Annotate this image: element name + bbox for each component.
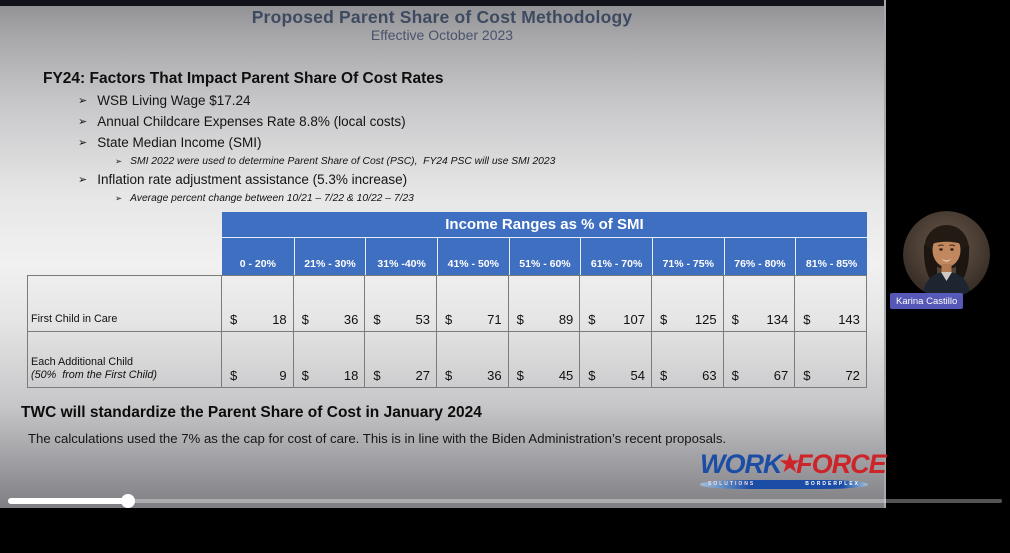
bullet-item: ➢ State Median Income (SMI) xyxy=(78,134,798,152)
seek-track[interactable] xyxy=(8,499,1002,503)
table-value-cell: $89 xyxy=(508,275,581,332)
bullet-arrow-icon: ➢ xyxy=(78,116,88,128)
cost-table: Income Ranges as % of SMI 0 - 20% 21% - 30… xyxy=(27,212,867,388)
presentation-slide: Proposed Parent Share of Cost Methodolog… xyxy=(0,0,887,508)
table-column-header: 51% - 60% xyxy=(508,237,581,275)
bullet-list: ➢ WSB Living Wage $17.24 ➢ Annual Childcare… xyxy=(78,92,798,208)
table-value-cell: $45 xyxy=(508,332,581,388)
bullet-text: SMI 2022 were used to determine Parent S… xyxy=(130,156,556,167)
table-value-cell: $71 xyxy=(436,275,509,332)
workforce-logo: WORK★FORCE SOLUTIONS BORDERPLEX xyxy=(700,449,887,489)
body-text: The calculations used the 7% as the cap … xyxy=(28,431,727,446)
table-column-header: 71% - 75% xyxy=(651,237,724,275)
speaker-name-label: Karina Castillo xyxy=(890,293,964,309)
logo-swoosh: SOLUTIONS BORDERPLEX xyxy=(700,480,868,489)
bullet-text: Annual Childcare Expenses Rate 8.8% (loc… xyxy=(97,114,406,129)
slide-title: Proposed Parent Share of Cost Methodolog… xyxy=(251,7,633,27)
player-control-bar: Karina Castillo 10 10 xyxy=(0,508,1010,553)
table-value-cell: $9 xyxy=(222,332,294,388)
bullet-arrow-icon: ➢ xyxy=(78,174,88,186)
table-column-header: 21% - 30% xyxy=(293,237,366,275)
table-value-cell: $54 xyxy=(580,332,652,388)
table-column-header: 31% -40% xyxy=(365,237,437,275)
bullet-arrow-icon: ➢ xyxy=(78,95,88,107)
table-column-header: 81% - 85% xyxy=(795,237,867,275)
bullet-arrow-icon: ➢ xyxy=(78,137,88,149)
table-row-label: First Child in Care xyxy=(27,275,222,332)
bullet-text: WSB Living Wage $17.24 xyxy=(97,93,251,108)
table-column-header: 41% - 50% xyxy=(436,237,509,275)
sub-bullet-item: ➢ SMI 2022 were used to determine Parent … xyxy=(115,155,798,168)
table-column-header: 76% - 80% xyxy=(723,237,796,275)
table-value-cell: $125 xyxy=(651,275,724,332)
seek-fill xyxy=(8,498,129,504)
logo-tagline-region: BORDERPLEX xyxy=(805,481,860,487)
table-value-cell: $107 xyxy=(580,275,652,332)
bullet-text: State Median Income (SMI) xyxy=(97,135,262,150)
speaker-avatar-image xyxy=(903,211,990,298)
table-value-cell: $53 xyxy=(365,275,437,332)
bullet-item: ➢ Inflation rate adjustment assistance (5… xyxy=(78,171,798,189)
workforce-logo-wordmark: WORK★FORCE xyxy=(700,449,887,479)
table-value-cell: $36 xyxy=(436,332,509,388)
seek-handle[interactable] xyxy=(121,494,136,508)
table-value-cell: $36 xyxy=(293,275,366,332)
table-column-header: 61% - 70% xyxy=(580,237,652,275)
slide-subtitle: Effective October 2023 xyxy=(370,27,514,43)
bullet-arrow-icon: ➢ xyxy=(115,156,123,166)
table-row-label: Each Additional Child (50% from the First… xyxy=(27,332,222,388)
table-value-cell: $67 xyxy=(723,332,796,388)
bullet-item: ➢ Annual Childcare Expenses Rate 8.8% (lo… xyxy=(78,113,798,131)
sub-bullet-item: ➢ Average percent change between 10/21 – … xyxy=(115,192,798,205)
table-value-cell: $72 xyxy=(795,332,867,388)
table-title-cell: Income Ranges as % of SMI xyxy=(222,212,867,237)
announcement-text: TWC will standardize the Parent Share of… xyxy=(21,404,482,421)
table-value-cell: $18 xyxy=(293,332,366,388)
logo-work-text: WORK xyxy=(700,449,782,479)
logo-force-text: FORCE xyxy=(796,449,886,479)
slide-top-strip xyxy=(0,0,884,6)
logo-tagline-solutions: SOLUTIONS xyxy=(708,481,756,487)
bullet-text: Average percent change between 10/21 – 7… xyxy=(130,193,414,204)
table-value-cell: $18 xyxy=(222,275,294,332)
table-value-cell: $134 xyxy=(723,275,796,332)
table-corner-cell xyxy=(27,212,222,275)
seek-bar[interactable] xyxy=(8,494,1002,508)
logo-star-icon: ★ xyxy=(779,450,800,476)
table-value-cell: $143 xyxy=(795,275,867,332)
bullet-arrow-icon: ➢ xyxy=(115,193,123,203)
table-column-header: 0 - 20% xyxy=(222,237,294,275)
slide-heading: FY24: Factors That Impact Parent Share O… xyxy=(43,70,444,87)
bullet-item: ➢ WSB Living Wage $17.24 xyxy=(78,92,798,110)
table-value-cell: $63 xyxy=(651,332,724,388)
speaker-avatar xyxy=(903,211,990,298)
bullet-text: Inflation rate adjustment assistance (5.… xyxy=(97,172,408,187)
table-value-cell: $27 xyxy=(365,332,437,388)
